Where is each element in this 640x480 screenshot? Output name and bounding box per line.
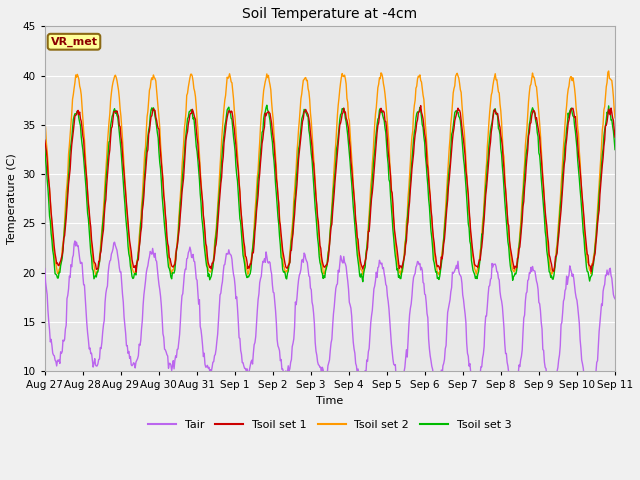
Text: VR_met: VR_met <box>51 36 97 47</box>
Y-axis label: Temperature (C): Temperature (C) <box>7 153 17 244</box>
Legend: Tair, Tsoil set 1, Tsoil set 2, Tsoil set 3: Tair, Tsoil set 1, Tsoil set 2, Tsoil se… <box>144 416 516 434</box>
X-axis label: Time: Time <box>316 396 344 406</box>
Title: Soil Temperature at -4cm: Soil Temperature at -4cm <box>243 7 417 21</box>
